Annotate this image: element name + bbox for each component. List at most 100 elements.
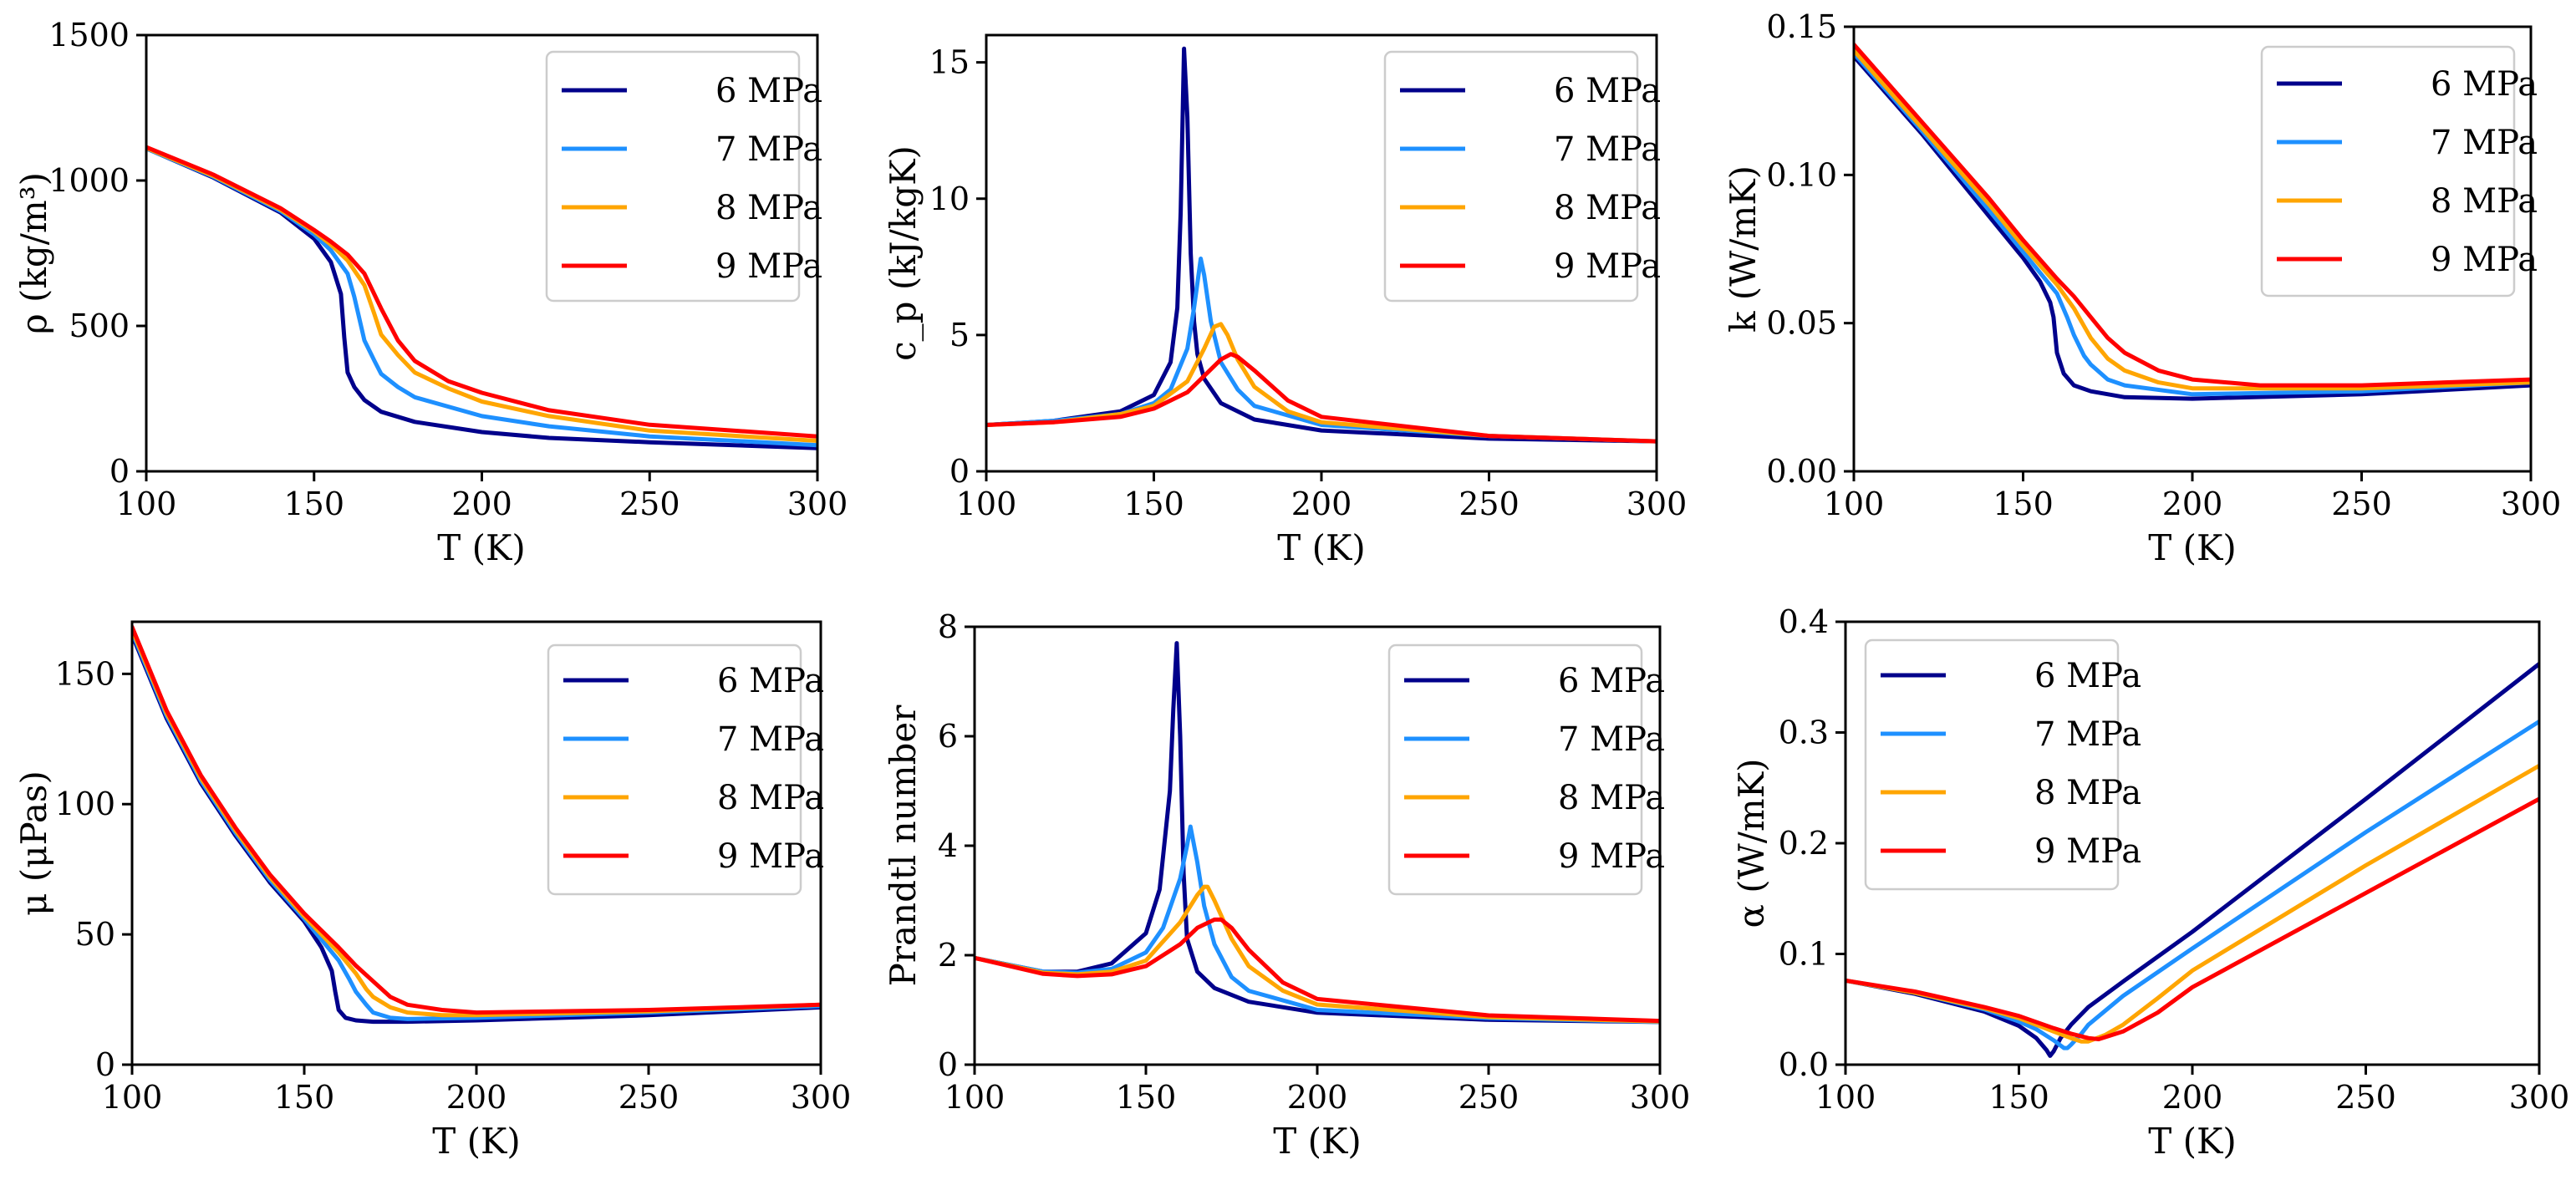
- viscosity-xtick-label: 300: [791, 1079, 852, 1116]
- density-legend-box: [545, 50, 801, 303]
- density-legend: 6 MPa 7 MPa 8 MPa 9 MPa: [545, 50, 822, 303]
- density-ytick-label: 0: [109, 453, 130, 490]
- conductivity-panel: 100 150 200 250 300 0.00 0.05 0.10 0.15 T (K) k …: [1723, 8, 2561, 568]
- specific-heat-series-8-mpa: [986, 322, 1657, 444]
- diffusivity-ytick-label: 0.3: [1779, 715, 1829, 751]
- specific-heat-legend-label-8: 8 MPa: [1554, 189, 1661, 227]
- conductivity-legend-label-7: 7 MPa: [2431, 124, 2538, 162]
- specific-heat-xtick-label: 250: [1459, 486, 1520, 522]
- diffusivity-legend-box: [1864, 638, 2120, 891]
- specific-heat-legend-label-6: 6 MPa: [1554, 72, 1661, 110]
- density-ylabel: ρ (kg/m³): [13, 172, 54, 334]
- prandtl-ytick-label: 0: [938, 1046, 958, 1083]
- prandtl-ytick-label: 6: [938, 718, 958, 755]
- conductivity-xtick-label: 250: [2331, 486, 2392, 522]
- conductivity-series-9-mpa: [1854, 42, 2531, 388]
- viscosity-xtick-label: 250: [619, 1079, 680, 1116]
- density-xtick-label: 250: [619, 486, 680, 522]
- diffusivity-xtick-label: 200: [2162, 1079, 2223, 1116]
- prandtl-series-7-mpa: [975, 824, 1660, 1025]
- specific-heat-legend: 6 MPa 7 MPa 8 MPa 9 MPa: [1383, 50, 1661, 303]
- viscosity-legend-label-8: 8 MPa: [717, 779, 824, 817]
- diffusivity-xlabel: T (K): [2148, 1121, 2237, 1162]
- density-xtick-label: 300: [787, 486, 848, 522]
- conductivity-series-8-mpa: [1854, 48, 2531, 391]
- specific-heat-legend-box: [1383, 50, 1639, 303]
- diffusivity-xtick-label: 300: [2509, 1079, 2570, 1116]
- diffusivity-legend-label-9: 9 MPa: [2034, 832, 2141, 871]
- conductivity-ytick-label: 0.00: [1766, 453, 1837, 490]
- specific-heat-ylabel: c_p (kJ/kgK): [883, 145, 924, 361]
- prandtl-xtick-label: 150: [1116, 1079, 1177, 1116]
- specific-heat-panel: 100 150 200 250 300 0 5 10 15 T (K) c_p (kJ/kgK)…: [883, 33, 1688, 568]
- diffusivity-ytick-label: 0.0: [1779, 1046, 1829, 1083]
- conductivity-ytick-label: 0.15: [1766, 8, 1837, 45]
- diffusivity-xtick-label: 150: [1988, 1079, 2049, 1116]
- viscosity-ytick-label: 150: [54, 655, 115, 692]
- specific-heat-xlabel: T (K): [1277, 527, 1366, 568]
- prandtl-legend-label-6: 6 MPa: [1558, 662, 1665, 700]
- prandtl-legend-label-8: 8 MPa: [1558, 779, 1665, 817]
- specific-heat-ytick-label: 15: [929, 44, 970, 81]
- conductivity-xlabel: T (K): [2148, 527, 2237, 568]
- diffusivity-series-6-mpa: [1845, 661, 2539, 1058]
- conductivity-ytick-label: 0.05: [1766, 305, 1837, 342]
- prandtl-ytick-label: 2: [938, 937, 958, 974]
- conductivity-ytick-label: 0.10: [1766, 156, 1837, 193]
- prandtl-legend-label-7: 7 MPa: [1558, 720, 1665, 759]
- diffusivity-ytick-label: 0.4: [1779, 603, 1829, 640]
- specific-heat-xtick-label: 200: [1291, 486, 1352, 522]
- prandtl-ytick-label: 8: [938, 608, 958, 645]
- prandtl-legend-box: [1387, 643, 1643, 896]
- viscosity-legend: 6 MPa 7 MPa 8 MPa 9 MPa: [547, 643, 824, 896]
- conductivity-xtick-label: 300: [2501, 486, 2562, 522]
- diffusivity-ytick-label: 0.1: [1779, 936, 1829, 973]
- viscosity-legend-box: [547, 643, 802, 896]
- specific-heat-xtick-label: 100: [956, 486, 1017, 522]
- viscosity-ytick-label: 0: [95, 1046, 115, 1083]
- prandtl-xlabel: T (K): [1273, 1121, 1362, 1162]
- specific-heat-legend-label-7: 7 MPa: [1554, 130, 1661, 169]
- conductivity-legend-label-6: 6 MPa: [2431, 65, 2538, 104]
- density-xtick-label: 200: [451, 486, 512, 522]
- viscosity-series-9-mpa: [132, 624, 821, 1015]
- prandtl-legend-label-9: 9 MPa: [1558, 837, 1665, 876]
- density-xtick-label: 100: [116, 486, 177, 522]
- density-legend-label-6: 6 MPa: [715, 72, 822, 110]
- diffusivity-legend-label-8: 8 MPa: [2034, 774, 2141, 812]
- conductivity-legend-label-8: 8 MPa: [2431, 182, 2538, 221]
- density-panel: 100 150 200 250 300 0 500 1000 1500 T (K) ρ (kg/…: [13, 17, 848, 568]
- specific-heat-ytick-label: 0: [949, 453, 970, 490]
- viscosity-ylabel: μ (μPas): [13, 771, 54, 916]
- prandtl-series-9-mpa: [975, 917, 1660, 1024]
- density-legend-label-8: 8 MPa: [715, 189, 822, 227]
- prandtl-ylabel: Prandtl number: [883, 704, 924, 987]
- specific-heat-series-9-mpa: [986, 352, 1657, 444]
- prandtl-xtick-label: 100: [944, 1079, 1005, 1116]
- viscosity-legend-label-9: 9 MPa: [717, 837, 824, 876]
- conductivity-xtick-label: 200: [2162, 486, 2223, 522]
- conductivity-legend-label-9: 9 MPa: [2431, 241, 2538, 279]
- specific-heat-ytick-label: 5: [949, 317, 970, 353]
- diffusivity-legend-label-6: 6 MPa: [2034, 657, 2141, 695]
- specific-heat-xtick-label: 300: [1627, 486, 1688, 522]
- prandtl-panel: 100 150 200 250 300 0 2 4 6 8 T (K) Prandtl numbe…: [883, 608, 1690, 1162]
- density-ytick-label: 1000: [48, 162, 130, 199]
- conductivity-legend-box: [2260, 45, 2516, 298]
- conductivity-xtick-label: 100: [1824, 486, 1885, 522]
- diffusivity-ylabel: α (W/mK): [1731, 758, 1772, 928]
- prandtl-series-6-mpa: [975, 641, 1660, 1025]
- viscosity-legend-label-7: 7 MPa: [717, 720, 824, 759]
- conductivity-xtick-label: 150: [1993, 486, 2054, 522]
- viscosity-legend-label-6: 6 MPa: [717, 662, 824, 700]
- viscosity-xtick-label: 150: [274, 1079, 335, 1116]
- density-legend-label-7: 7 MPa: [715, 130, 822, 169]
- viscosity-xtick-label: 200: [446, 1079, 507, 1116]
- conductivity-ylabel: k (W/mK): [1723, 165, 1764, 333]
- density-series-9-mpa: [146, 145, 817, 439]
- specific-heat-legend-label-9: 9 MPa: [1554, 247, 1661, 286]
- prandtl-ytick-label: 4: [938, 827, 958, 864]
- density-ytick-label: 500: [69, 308, 130, 344]
